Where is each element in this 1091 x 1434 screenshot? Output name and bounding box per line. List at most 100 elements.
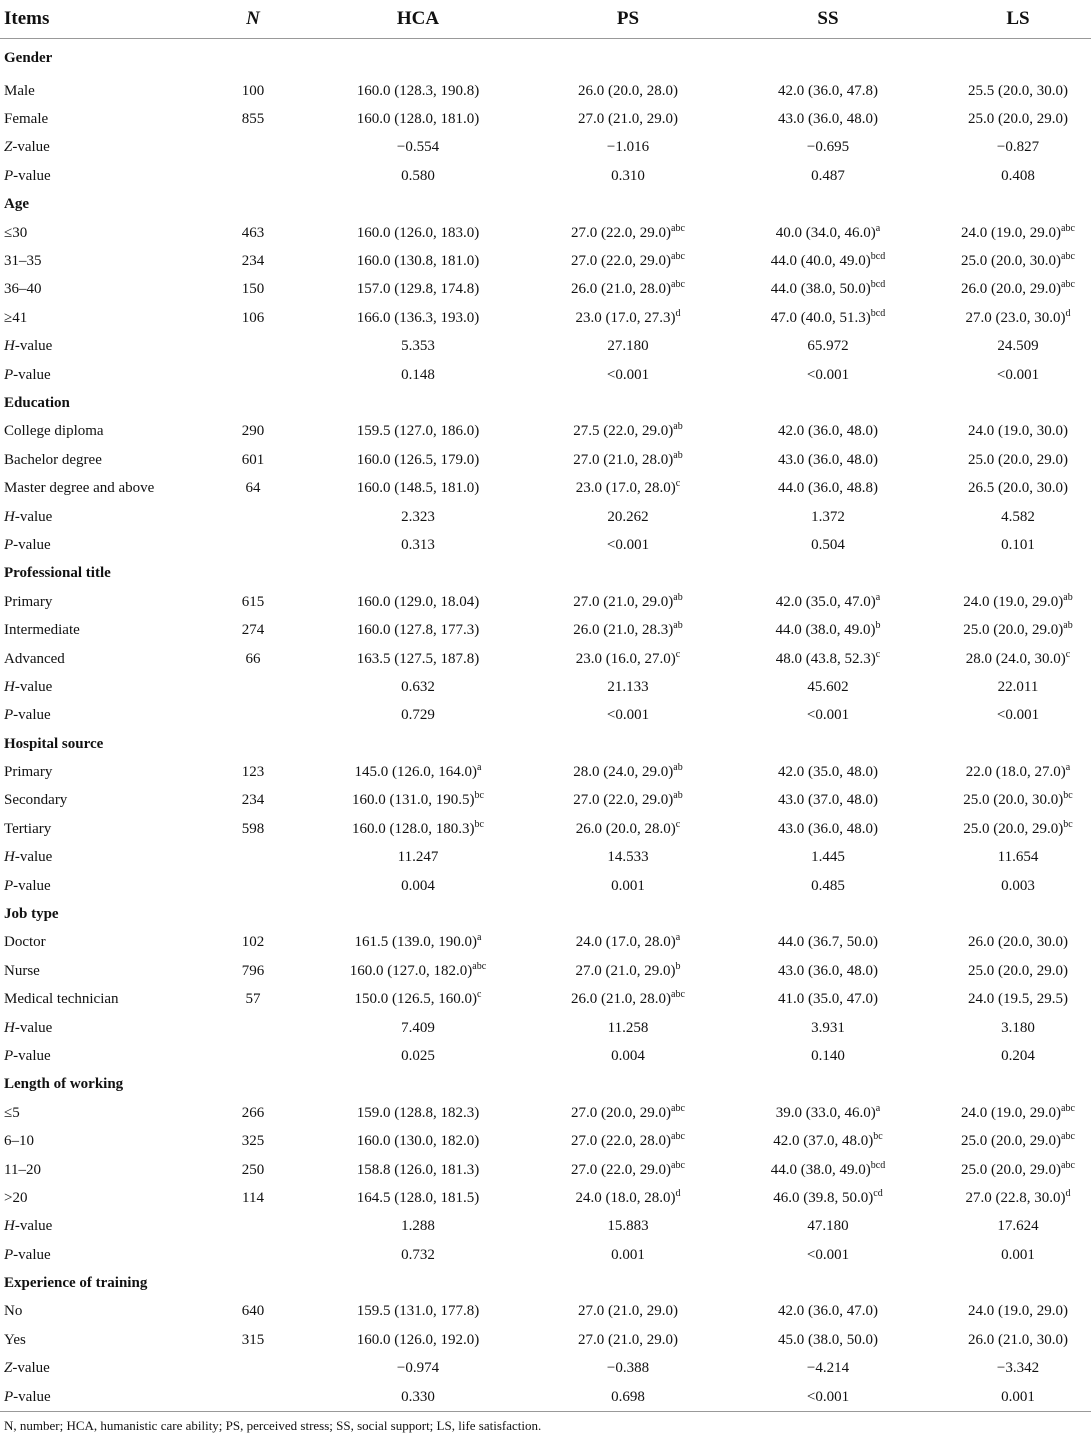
cell: 43.0 (36.0, 48.0)	[778, 962, 878, 979]
cell-value: 27.0 (21.0, 29.0)	[575, 962, 676, 979]
cell: 27.0 (21.0, 28.0)ab	[545, 446, 711, 474]
row-label: Bachelor degree	[4, 451, 102, 468]
table-row: Tertiary 598 160.0 (128.0, 180.3)bc 26.0 (2…	[0, 815, 1091, 843]
cell-value: 27.0 (20.0, 29.0)	[571, 1104, 672, 1121]
cell: 57	[245, 991, 261, 1008]
cell-value: 42.0 (37.0, 48.0)	[773, 1133, 874, 1150]
row-label: ≤30	[4, 224, 28, 241]
cell-value: 26.0 (20.0, 29.0)	[961, 281, 1062, 298]
cell: 250	[241, 1161, 265, 1178]
cell: <0.001	[606, 366, 650, 383]
cell: 160.0 (127.0, 182.0)abc	[291, 957, 545, 985]
table-row: College diploma 290 159.5 (127.0, 186.0) 27…	[0, 418, 1091, 446]
row-label: P-value	[4, 536, 51, 553]
cell-value: 160.0 (128.0, 180.3)	[352, 820, 475, 837]
cell: 27.0 (22.0, 29.0)ab	[545, 787, 711, 815]
row-label: 11–20	[4, 1161, 41, 1178]
cell-superscript: cd	[873, 1187, 883, 1199]
cell-superscript: a	[477, 762, 482, 774]
cell-value: 23.0 (17.0, 28.0)	[575, 480, 676, 497]
cell: 25.0 (20.0, 29.0)	[968, 111, 1068, 128]
cell-superscript: abc	[1061, 222, 1075, 234]
cell: 44.0 (38.0, 49.0)bcd	[711, 1156, 945, 1184]
cell: 598	[241, 820, 265, 837]
cell: 315	[241, 1331, 265, 1348]
table-row: P-value 0.025 0.004 0.140 0.204	[0, 1042, 1091, 1070]
cell: 43.0 (37.0, 48.0)	[778, 792, 878, 809]
cell: 160.0 (128.0, 180.3)bc	[291, 815, 545, 843]
empty-cell	[215, 1213, 291, 1241]
empty-cell	[215, 702, 291, 730]
cell: 15.883	[607, 1218, 649, 1235]
cell: 20.262	[607, 508, 649, 525]
cell-superscript: c	[675, 648, 681, 660]
cell: 160.0 (148.5, 181.0)	[356, 480, 480, 497]
cell: 27.5 (22.0, 29.0)ab	[545, 418, 711, 446]
cell: <0.001	[806, 1246, 850, 1263]
empty-cell	[215, 1014, 291, 1042]
table-row: P-value 0.729 <0.001 <0.001 <0.001	[0, 702, 1091, 730]
cell: 26.5 (20.0, 30.0)	[968, 480, 1068, 497]
cell: 0.101	[1001, 536, 1035, 553]
cell: 164.5 (128.0, 181.5)	[356, 1189, 480, 1206]
cell: 24.509	[997, 338, 1039, 355]
cell-value: 27.0 (21.0, 29.0)	[573, 593, 674, 610]
cell-superscript: b	[675, 960, 681, 972]
cell: −0.827	[996, 139, 1040, 156]
cell: 26.0 (21.0, 28.0)abc	[545, 986, 711, 1014]
cell: 274	[241, 622, 265, 639]
cell-value: 22.0 (18.0, 27.0)	[965, 764, 1066, 781]
empty-cell	[215, 1042, 291, 1070]
table-row: 6–10 325 160.0 (130.0, 182.0) 27.0 (22.0, 2…	[0, 1127, 1091, 1155]
cell: 0.485	[811, 877, 845, 894]
table-row: Z-value −0.554 −1.016 −0.695 −0.827	[0, 134, 1091, 162]
cell-value: 27.0 (21.0, 28.0)	[573, 451, 674, 468]
cell-value: 27.0 (23.0, 30.0)	[965, 309, 1066, 326]
cell-value: 46.0 (39.8, 50.0)	[773, 1189, 874, 1206]
table-row: ≥41 106 166.0 (136.3, 193.0) 23.0 (17.0, 27…	[0, 304, 1091, 332]
cell-superscript: bcd	[870, 307, 886, 319]
table-row: 31–35 234 160.0 (130.8, 181.0) 27.0 (22.0, …	[0, 247, 1091, 275]
cell-superscript: ab	[673, 421, 683, 433]
cell: 160.0 (130.8, 181.0)	[356, 253, 480, 270]
cell: 26.0 (20.0, 30.0)	[968, 934, 1068, 951]
cell-value: 25.0 (20.0, 30.0)	[963, 792, 1064, 809]
header-row: Items N HCA PS SS LS	[0, 0, 1091, 39]
empty-cell	[215, 673, 291, 701]
cell: 0.001	[611, 877, 645, 894]
cell: <0.001	[806, 707, 850, 724]
cell-superscript: bcd	[870, 1159, 886, 1171]
table-row: H-value 0.632 21.133 45.602 22.011	[0, 673, 1091, 701]
cell: 234	[241, 792, 265, 809]
row-label: 36–40	[4, 281, 42, 298]
cell: −0.695	[806, 139, 850, 156]
cell-value: 24.0 (17.0, 28.0)	[575, 934, 676, 951]
cell: 1.372	[811, 508, 845, 525]
cell-value: 27.5 (22.0, 29.0)	[573, 423, 674, 440]
row-label: Master degree and above	[4, 480, 155, 497]
cell: <0.001	[806, 1388, 850, 1405]
cell: −4.214	[806, 1360, 850, 1377]
cell-value: 24.0 (19.0, 29.0)	[961, 224, 1062, 241]
cell-superscript: abc	[1061, 1159, 1075, 1171]
cell-superscript: d	[675, 1187, 681, 1199]
cell: 22.0 (18.0, 27.0)a	[945, 758, 1091, 786]
cell-superscript: abc	[1061, 1102, 1075, 1114]
cell: 0.001	[611, 1246, 645, 1263]
cell-superscript: c	[675, 818, 681, 830]
cell: 21.133	[607, 678, 649, 695]
cell-superscript: ab	[1063, 591, 1073, 603]
table-row: Job type	[0, 900, 1091, 928]
cell: 48.0 (43.8, 52.3)c	[711, 645, 945, 673]
cell: 0.003	[1001, 877, 1035, 894]
cell: 23.0 (16.0, 27.0)c	[545, 645, 711, 673]
cell: 159.5 (127.0, 186.0)	[356, 423, 480, 440]
cell-value: 28.0 (24.0, 29.0)	[573, 764, 674, 781]
row-label: Z-value	[4, 1360, 50, 1377]
cell-value: 23.0 (16.0, 27.0)	[575, 650, 676, 667]
cell: 0.004	[401, 877, 435, 894]
table-row: Nurse 796 160.0 (127.0, 182.0)abc 27.0 (21.…	[0, 957, 1091, 985]
table-row: Primary 123 145.0 (126.0, 164.0)a 28.0 (24.…	[0, 758, 1091, 786]
cell: 11.258	[607, 1019, 649, 1036]
cell: 0.487	[811, 167, 845, 184]
